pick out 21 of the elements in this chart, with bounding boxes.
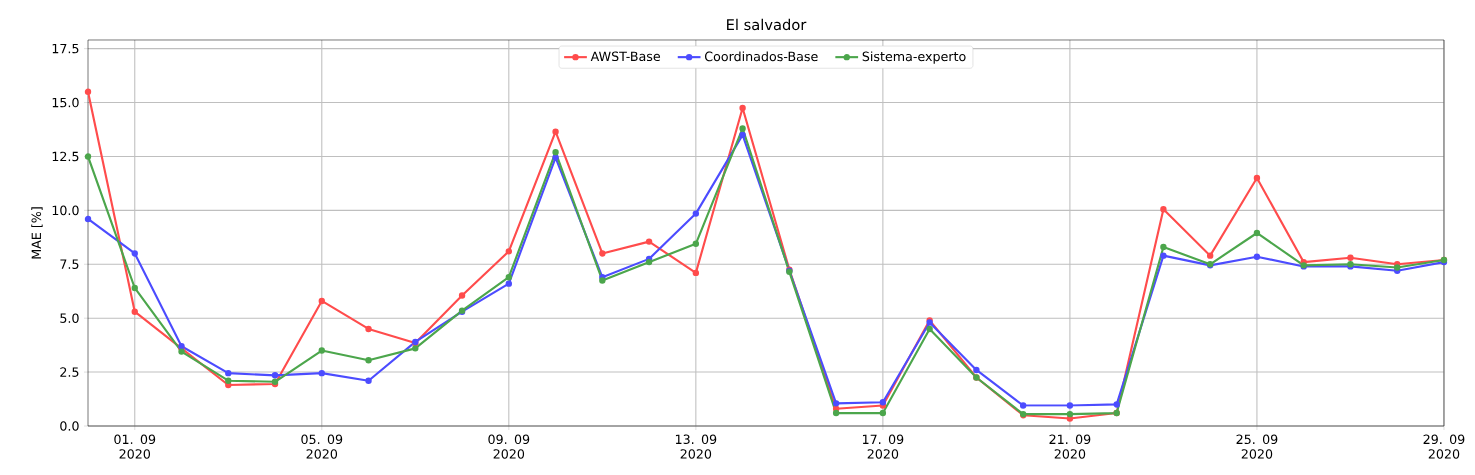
x-tick-label: 09. 09 2020: [488, 434, 530, 459]
chart-title: El salvador: [727, 18, 807, 31]
x-tick-label: 29. 09 2020: [1423, 434, 1465, 459]
x-tick-label: 01. 09 2020: [114, 434, 156, 459]
legend-label: Sistema-experto: [862, 51, 966, 64]
y-tick-label: 5.0: [60, 313, 79, 323]
x-tick-label: 25. 09 2020: [1236, 434, 1278, 459]
y-tick-label: 15.0: [52, 97, 79, 108]
y-tick-label: 7.5: [60, 259, 79, 269]
legend-label: Coordinados-Base: [704, 51, 818, 62]
x-tick-label: 17. 09 2020: [862, 434, 904, 459]
y-tick-label: 10.0: [52, 205, 79, 216]
y-axis-title: MAE [%]: [31, 207, 43, 259]
x-tick-label: 13. 09 2020: [675, 434, 717, 459]
y-tick-label: 0.0: [60, 421, 79, 431]
y-tick-label: 17.5: [52, 43, 79, 54]
x-tick-label: 05. 09 2020: [301, 434, 343, 459]
x-tick-label: 21. 09 2020: [1049, 434, 1091, 459]
y-tick-label: 12.5: [52, 151, 79, 162]
y-tick-label: 2.5: [60, 367, 79, 377]
legend-label: AWST-Base: [590, 51, 661, 62]
